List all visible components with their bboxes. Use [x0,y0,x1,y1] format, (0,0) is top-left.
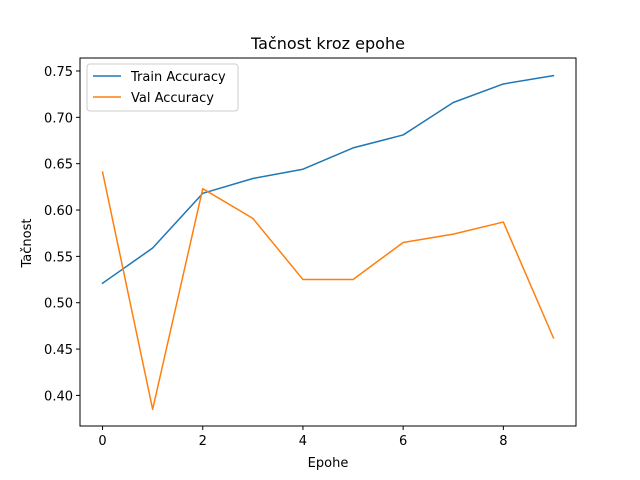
y-axis: 0.40 0.45 0.50 0.55 0.60 0.65 0.70 0.75 [44,65,80,404]
x-tick-label: 6 [399,434,407,449]
x-axis-label: Epohe [308,456,349,471]
legend-label-val: Val Accuracy [131,91,214,106]
y-tick-label: 0.55 [44,250,73,265]
legend-label-train: Train Accuracy [130,70,226,85]
y-tick-label: 0.60 [44,204,73,219]
legend-box [86,63,239,112]
y-axis-label: Tačnost [20,219,35,269]
train-accuracy-line [101,74,555,285]
y-tick-label: 0.65 [44,158,73,173]
axes-frame [79,57,577,427]
y-tick-label: 0.75 [44,65,73,80]
x-tick-label: 2 [199,434,207,449]
x-tick-label: 0 [98,434,106,449]
val-accuracy-line [101,171,555,411]
chart-title: Tačnost kroz epohe [250,34,405,53]
series-group [101,74,555,411]
legend: Train Accuracy Val Accuracy [86,63,239,112]
x-tick-label: 4 [299,434,307,449]
y-tick-label: 0.70 [44,111,73,126]
y-tick-label: 0.50 [44,297,73,312]
plot-area: 0 2 4 6 8 0.40 0.45 0.50 0.55 0.60 0.65 0.70 0.75 [44,57,577,449]
y-tick-label: 0.45 [44,343,73,358]
x-axis: 0 2 4 6 8 [98,426,507,449]
y-tick-label: 0.40 [44,389,73,404]
x-tick-label: 8 [499,434,507,449]
